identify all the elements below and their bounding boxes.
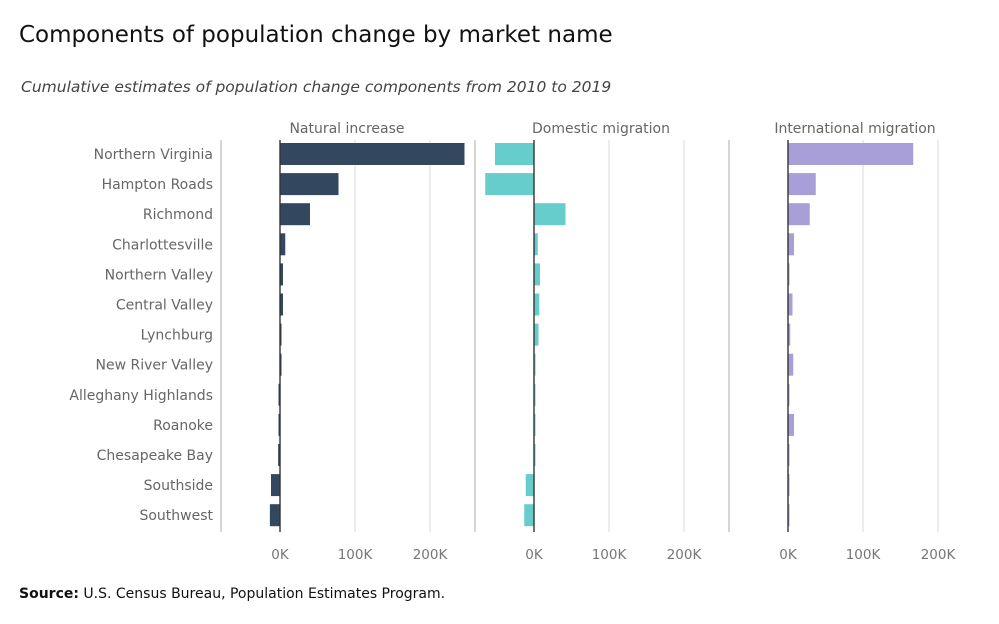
bar-domestic-migration — [525, 474, 534, 497]
bar-international-migration — [788, 504, 790, 527]
bar-domestic-migration — [534, 444, 536, 466]
bar-domestic-migration — [534, 413, 536, 436]
bar-natural-increase — [280, 263, 283, 286]
chart-subtitle: Cumulative estimates of population chang… — [21, 78, 612, 96]
bar-international-migration — [788, 263, 790, 286]
bar-international-migration — [788, 323, 791, 346]
population-change-chart: Northern Virginia Hampton Roads Richmond Ch… — [69, 121, 957, 563]
bar-domestic-migration — [534, 263, 540, 286]
category-label: Northern Valley — [105, 267, 213, 283]
category-label: Hampton Roads — [102, 177, 213, 193]
bar-international-migration — [788, 293, 793, 316]
category-label: Southside — [144, 478, 213, 494]
category-label: Central Valley — [116, 298, 213, 314]
x-tick-label: 100K — [592, 547, 628, 563]
category-label: Roanoke — [153, 418, 213, 434]
bar-natural-increase — [269, 504, 280, 527]
bar-international-migration — [788, 413, 794, 436]
category-label: Charlottesville — [112, 237, 213, 253]
panel-title: Natural increase — [289, 121, 404, 137]
bar-natural-increase — [278, 444, 280, 466]
bar-domestic-migration — [534, 233, 538, 256]
category-label: Southwest — [139, 508, 213, 524]
bar-natural-increase — [280, 293, 283, 316]
bar-international-migration — [788, 383, 790, 406]
bar-natural-increase — [280, 323, 282, 346]
bar-domestic-migration — [534, 293, 540, 316]
panel-title: International migration — [774, 121, 935, 137]
bar-international-migration — [788, 143, 914, 165]
bar-domestic-migration — [485, 173, 534, 196]
category-label: Northern Virginia — [94, 147, 213, 163]
bar-domestic-migration — [534, 353, 536, 376]
bar-natural-increase — [280, 173, 339, 196]
x-tick-label: 200K — [413, 547, 449, 563]
bar-international-migration — [788, 173, 816, 196]
source-note: Source: U.S. Census Bureau, Population E… — [19, 586, 445, 602]
x-tick-label: 200K — [921, 547, 957, 563]
bar-natural-increase — [271, 474, 280, 497]
bar-natural-increase — [280, 233, 286, 256]
category-label: Lynchburg — [141, 328, 213, 344]
bar-domestic-migration — [534, 203, 566, 226]
bar-domestic-migration — [524, 504, 534, 527]
bar-natural-increase — [280, 353, 282, 376]
bar-natural-increase — [278, 413, 280, 436]
chart-title: Components of population change by marke… — [19, 22, 613, 48]
x-tick-label: 100K — [338, 547, 374, 563]
x-tick-label: 0K — [525, 547, 544, 563]
x-tick-label: 100K — [846, 547, 882, 563]
bar-domestic-migration — [495, 143, 534, 165]
source-text: U.S. Census Bureau, Population Estimates… — [83, 586, 446, 602]
bar-international-migration — [788, 353, 794, 376]
category-label: New River Valley — [96, 358, 213, 374]
bar-domestic-migration — [534, 383, 536, 406]
bar-international-migration — [788, 444, 790, 466]
bar-international-migration — [788, 474, 790, 497]
category-label: Chesapeake Bay — [97, 448, 213, 464]
category-label: Richmond — [143, 207, 213, 223]
x-tick-label: 0K — [779, 547, 798, 563]
bar-international-migration — [788, 233, 794, 256]
source-label: Source: — [19, 586, 79, 602]
bar-natural-increase — [280, 143, 465, 165]
bar-international-migration — [788, 203, 810, 226]
bar-domestic-migration — [534, 323, 539, 346]
bar-natural-increase — [280, 203, 310, 226]
bar-natural-increase — [278, 383, 280, 406]
x-tick-label: 0K — [271, 547, 290, 563]
x-tick-label: 200K — [667, 547, 703, 563]
panel-title: Domestic migration — [532, 121, 670, 137]
category-label: Alleghany Highlands — [69, 388, 213, 404]
